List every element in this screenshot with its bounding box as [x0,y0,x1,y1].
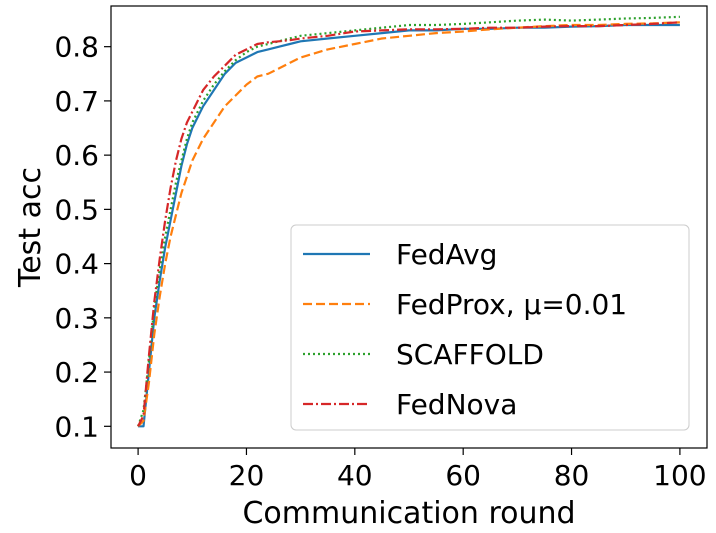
series-lines [137,15,680,428]
legend: FedAvg FedProx, μ=0.01 SCAFFOLD FedNova [290,224,690,431]
y-tick-label: 0.3 [54,302,99,335]
legend-box [290,224,690,431]
y-tick-label: 0.5 [54,193,99,226]
x-tick-label: 100 [653,459,706,492]
legend-label-3: FedNova [396,388,517,421]
y-tick-label: 0.4 [54,248,99,281]
series-line-3 [137,21,680,427]
x-axis-label: Communication round [242,496,575,531]
x-tick-label: 20 [229,459,265,492]
y-tick-label: 0.8 [54,31,99,64]
y-tick-label: 0.7 [54,85,99,118]
y-axis-ticks: 0.1 0.2 0.3 0.4 0.5 0.6 0.7 0.8 [54,31,111,443]
x-tick-label: 80 [554,459,590,492]
x-tick-label: 0 [129,459,147,492]
y-axis-label: Test acc [13,167,48,288]
x-axis-ticks: 0 20 40 60 80 100 [129,448,707,492]
plot-frame [110,5,708,449]
legend-label-1: FedProx, μ=0.01 [396,288,627,321]
series-line-2 [137,15,680,427]
x-tick-label: 40 [337,459,373,492]
legend-label-0: FedAvg [396,238,497,271]
y-tick-label: 0.2 [54,356,99,389]
y-tick-label: 0.6 [54,139,99,172]
x-tick-label: 60 [445,459,481,492]
legend-label-2: SCAFFOLD [396,338,544,371]
y-tick-label: 0.1 [54,410,99,443]
